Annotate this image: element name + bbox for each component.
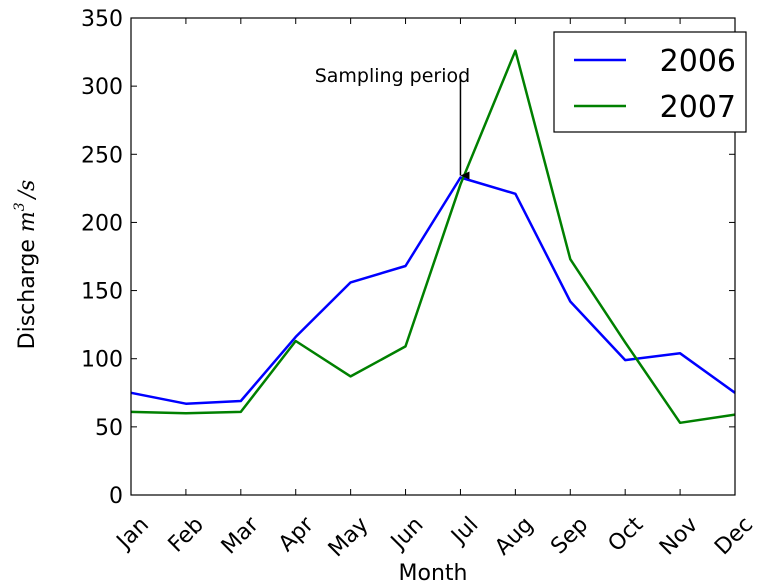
- annotation-label: Sampling period: [315, 65, 471, 87]
- y-tick-label: 150: [81, 280, 123, 305]
- series-layer: [130, 49, 736, 425]
- legend-box: [553, 31, 747, 133]
- plot-area-frame: [130, 17, 736, 496]
- x-tick-label: May: [324, 512, 374, 562]
- x-tick-label: Nov: [655, 512, 703, 560]
- y-tick-label: 50: [95, 416, 123, 441]
- x-tick-label: Oct: [604, 512, 649, 557]
- y-axis-label-text: Discharge: [15, 232, 40, 349]
- y-tick-label: 200: [81, 211, 123, 236]
- x-tick-label: Apr: [274, 512, 319, 557]
- x-tick-label: Sep: [546, 512, 593, 559]
- legend-label-2006: 2006: [660, 44, 736, 79]
- legend-label-2007: 2007: [660, 90, 736, 125]
- y-tick-label: 350: [81, 7, 123, 32]
- series-line-2006: [130, 176, 736, 405]
- x-tick-label: Feb: [164, 512, 209, 557]
- series-line-2007: [130, 49, 736, 425]
- y-tick-label: 300: [81, 75, 123, 100]
- y-tick-label: 100: [81, 348, 123, 373]
- x-tick-label: Mar: [217, 512, 265, 560]
- x-tick-label: Jan: [111, 512, 154, 555]
- x-axis-label: Month: [399, 561, 468, 585]
- x-tick-label: Dec: [710, 512, 757, 560]
- y-tick-label: 250: [81, 143, 123, 168]
- annotation: Sampling period: [315, 65, 471, 180]
- x-tick-label: Jul: [446, 512, 484, 550]
- y-axis-label: Discharge m3/s: [12, 180, 40, 350]
- x-tick-label: Aug: [490, 512, 538, 560]
- x-tick-label: Jun: [385, 512, 428, 555]
- y-axis-label-unit-denominator: /s: [15, 180, 40, 201]
- y-axis-label-unit-symbol: m: [15, 211, 40, 232]
- y-axis-label-unit-exponent: 3: [12, 202, 28, 211]
- y-tick-label: 0: [109, 484, 123, 509]
- legend: 2006 2007: [553, 31, 747, 133]
